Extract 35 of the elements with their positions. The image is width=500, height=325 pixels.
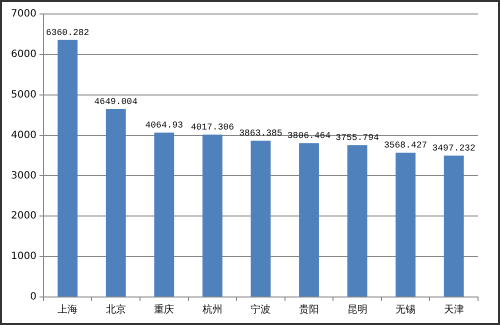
x-tick-label: 无锡 bbox=[396, 304, 416, 316]
x-tick-label: 宁波 bbox=[250, 304, 271, 316]
data-label: 3863.385 bbox=[239, 128, 282, 139]
y-tick-label: 6000 bbox=[10, 49, 36, 60]
data-label: 4649.004 bbox=[94, 96, 138, 107]
x-tick-label: 贵阳 bbox=[299, 304, 320, 316]
data-label: 3497.232 bbox=[432, 144, 476, 154]
y-tick-label: 2000 bbox=[10, 210, 36, 222]
bar bbox=[106, 109, 126, 296]
x-tick-label: 重庆 bbox=[154, 304, 174, 316]
bar bbox=[154, 132, 174, 296]
y-tick-label: 3000 bbox=[10, 170, 36, 182]
y-tick-label: 4000 bbox=[10, 130, 36, 141]
bar bbox=[202, 134, 222, 296]
bar bbox=[58, 40, 78, 296]
bar bbox=[299, 143, 319, 296]
x-tick-label: 天津 bbox=[444, 304, 464, 316]
bar bbox=[347, 145, 368, 296]
bar bbox=[444, 156, 464, 296]
data-label: 3568.427 bbox=[384, 140, 428, 151]
bar bbox=[396, 152, 416, 296]
x-tick-label: 杭州 bbox=[201, 304, 222, 316]
bar bbox=[250, 140, 271, 296]
x-tick-label: 上海 bbox=[58, 304, 78, 316]
y-tick-label: 7000 bbox=[10, 8, 36, 20]
data-label: 6360.282 bbox=[46, 28, 90, 38]
data-label: 3806.464 bbox=[287, 131, 331, 141]
data-label: 4064.93 bbox=[145, 120, 184, 131]
x-tick-label: 昆明 bbox=[347, 304, 368, 316]
y-tick-label: 1000 bbox=[10, 251, 36, 262]
data-label: 4017.306 bbox=[190, 122, 234, 132]
y-tick-label: 0 bbox=[30, 292, 36, 303]
x-tick-label: 北京 bbox=[106, 304, 126, 316]
data-label: 3755.794 bbox=[336, 133, 379, 144]
y-tick-label: 5000 bbox=[10, 89, 36, 100]
